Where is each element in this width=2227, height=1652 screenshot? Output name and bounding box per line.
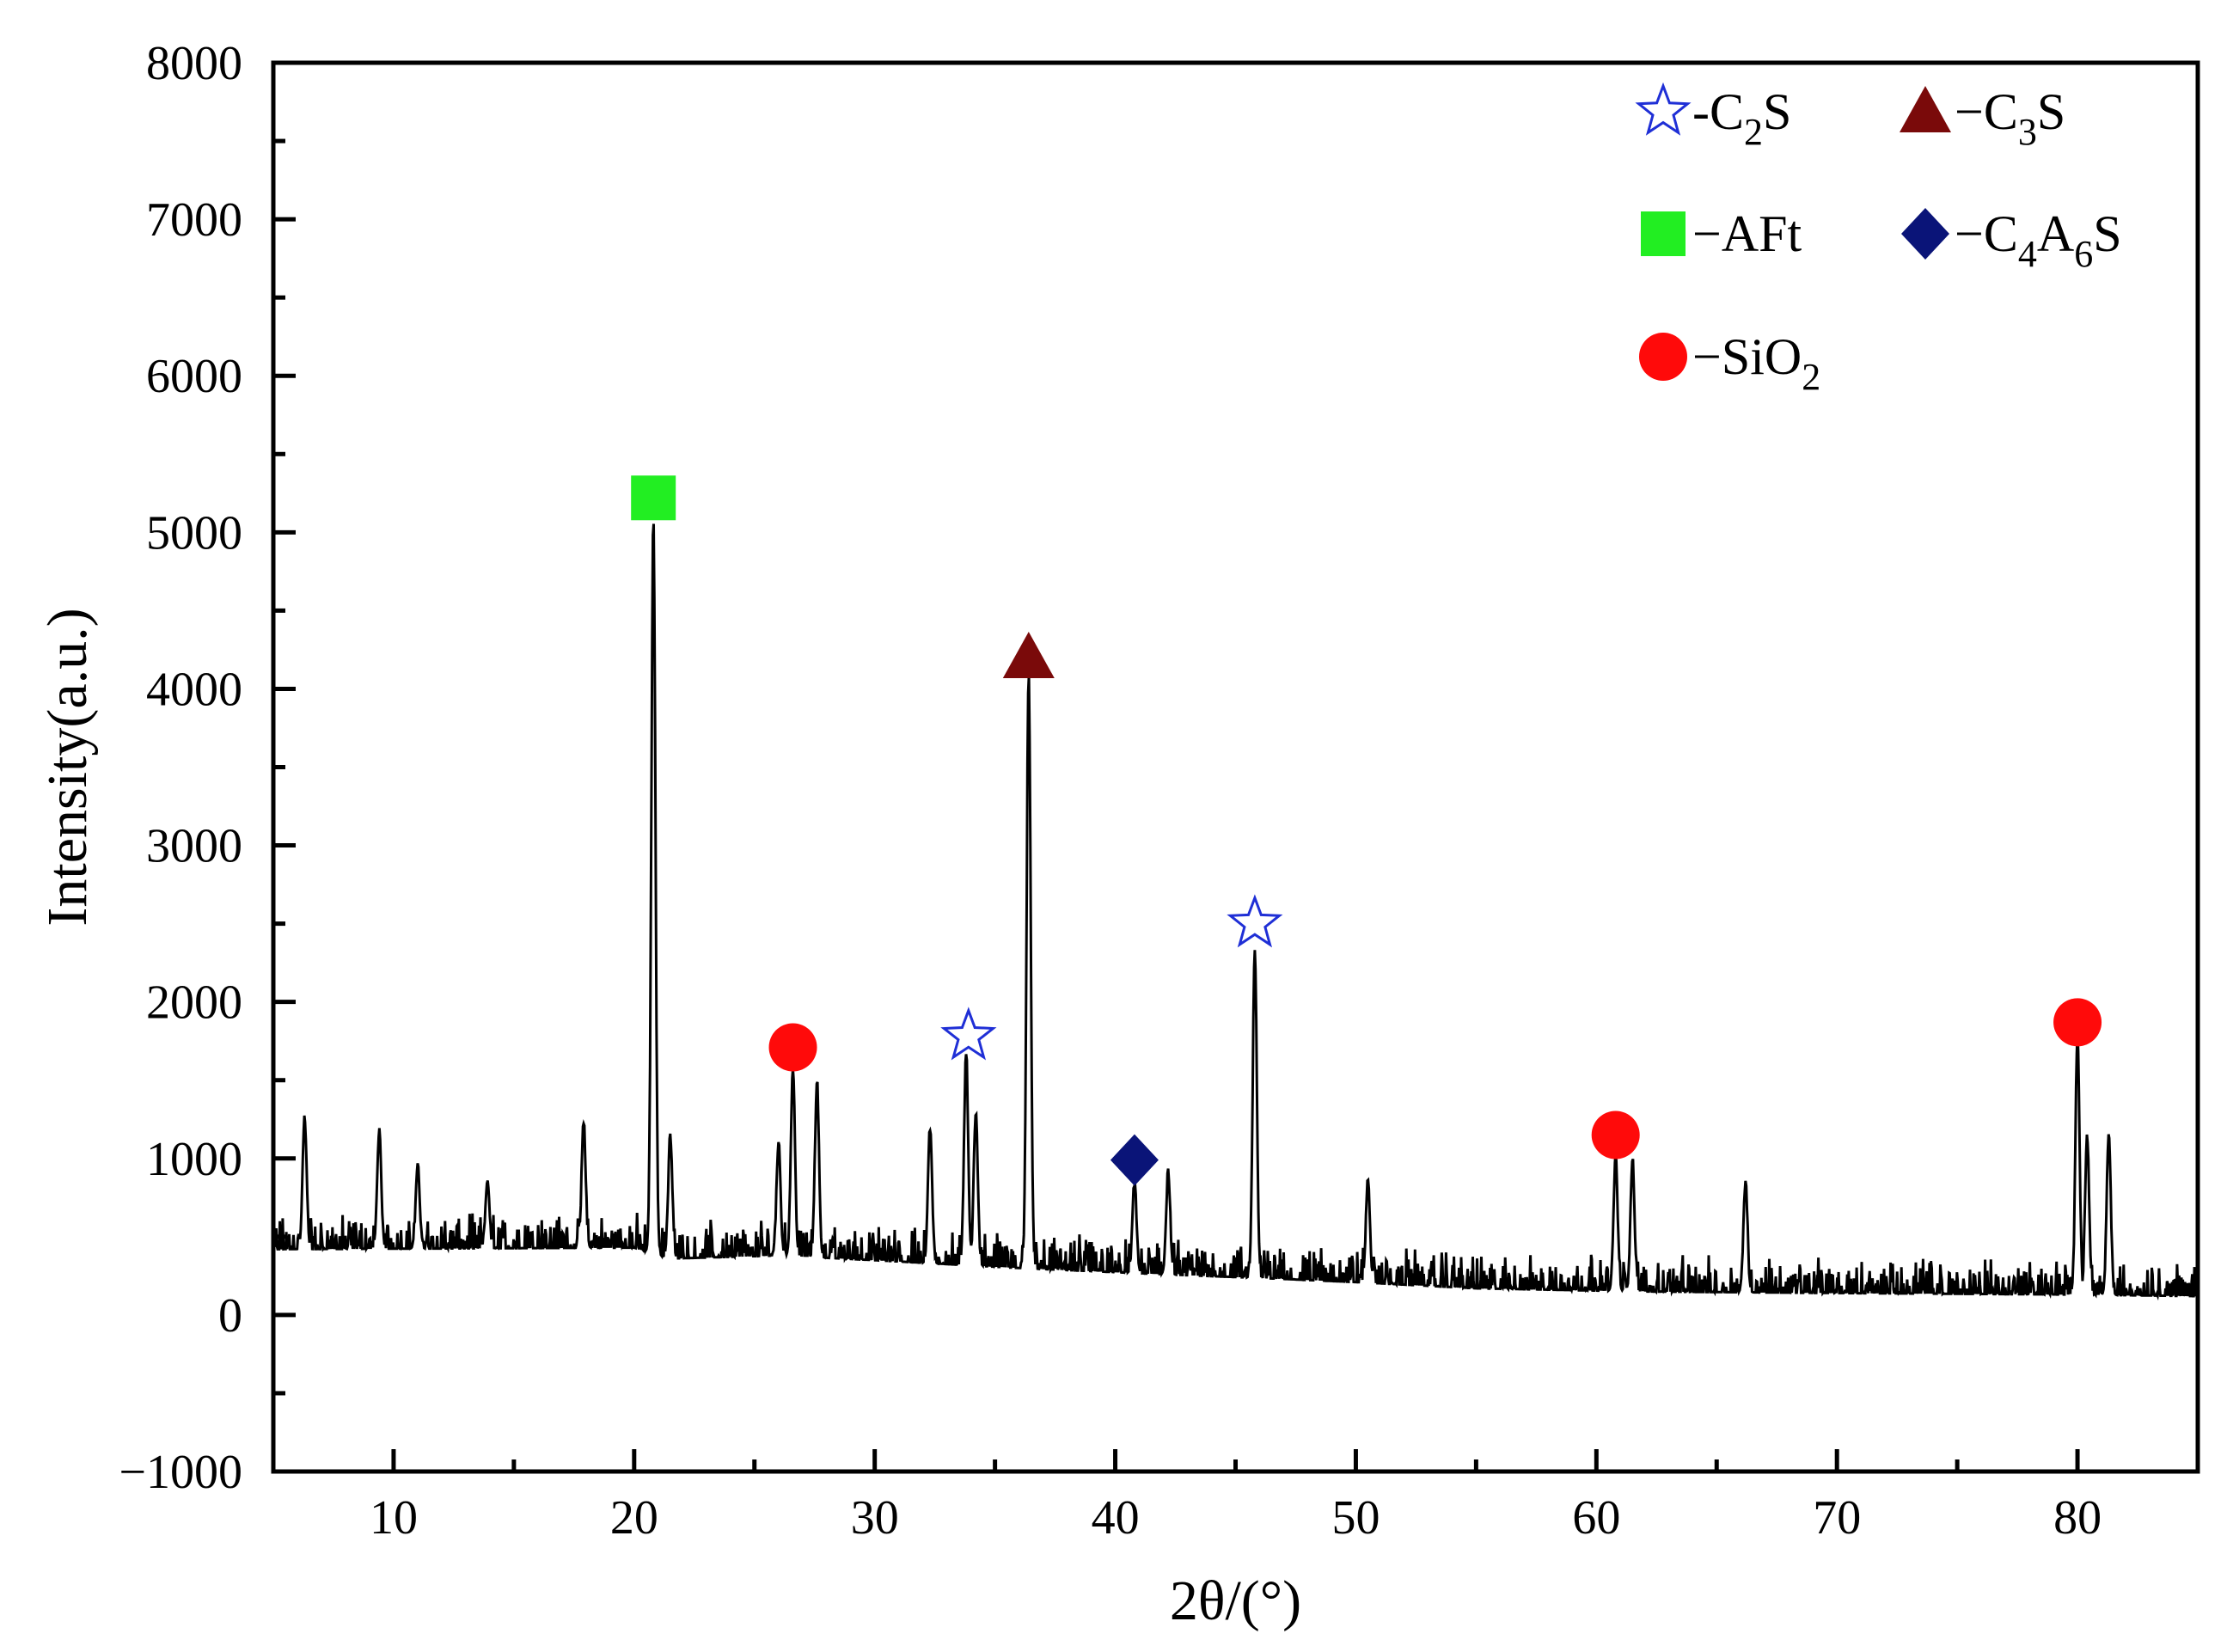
x-tick-label: 60 — [1572, 1491, 1620, 1545]
y-tick-label: 8000 — [146, 37, 242, 90]
legend-label: -C2S — [1692, 83, 1791, 153]
xrd-curve — [272, 523, 2199, 1301]
phase-marker-c3s — [1002, 632, 1055, 679]
phase-marker-c2s — [1227, 894, 1283, 948]
y-tick-label: 7000 — [146, 193, 242, 247]
phase-marker-sio2 — [768, 1023, 817, 1072]
y-tick-label: 4000 — [146, 663, 242, 716]
x-tick-label: 20 — [610, 1491, 658, 1545]
y-tick-label: 5000 — [146, 506, 242, 560]
x-tick-label: 70 — [1813, 1491, 1861, 1545]
phase-markers — [631, 475, 2102, 1186]
x-tick-label: 10 — [370, 1491, 418, 1545]
x-axis-title: 2θ/(°) — [1170, 1569, 1301, 1632]
legend-symbol-diamond — [1901, 208, 1949, 260]
legend-symbol-circle — [1639, 333, 1687, 381]
y-tick-label: 2000 — [146, 976, 242, 1030]
legend-symbol-triangle — [1900, 86, 1951, 132]
legend: -C2S −C3S −AFt −C4A6S −SiO2 — [1635, 82, 2122, 398]
x-tick-label: 50 — [1331, 1491, 1380, 1545]
x-tick-label: 30 — [851, 1491, 899, 1545]
y-tick-label: 0 — [218, 1289, 242, 1343]
x-tick-label: 80 — [2053, 1491, 2102, 1545]
phase-marker-c4a6s — [1110, 1134, 1159, 1186]
legend-label: −SiO2 — [1692, 328, 1820, 398]
y-tick-label: 3000 — [146, 820, 242, 873]
legend-symbol-square — [1641, 211, 1686, 256]
y-tick-label: 6000 — [146, 350, 242, 403]
tick-labels: 10 20 30 40 50 60 70 80 −1000 0 1000 2000 3000 4000 50… — [119, 37, 2102, 1545]
y-tick-label: 1000 — [146, 1133, 242, 1186]
legend-label: −AFt — [1692, 205, 1802, 262]
phase-marker-c2s — [940, 1006, 997, 1061]
legend-symbol-star-open — [1635, 82, 1692, 136]
legend-label: −C4A6S — [1955, 205, 2122, 275]
plot-frame — [271, 60, 2200, 1474]
x-tick-label: 40 — [1092, 1491, 1140, 1545]
y-tick-label: −1000 — [119, 1446, 242, 1499]
diffraction-pattern — [272, 523, 2199, 1301]
legend-label: −C3S — [1955, 83, 2065, 153]
y-axis-title: Intensity(a.u.) — [36, 608, 99, 926]
phase-marker-sio2 — [2053, 998, 2102, 1047]
phase-marker-sio2 — [1591, 1111, 1640, 1159]
phase-marker-aft — [631, 475, 676, 521]
